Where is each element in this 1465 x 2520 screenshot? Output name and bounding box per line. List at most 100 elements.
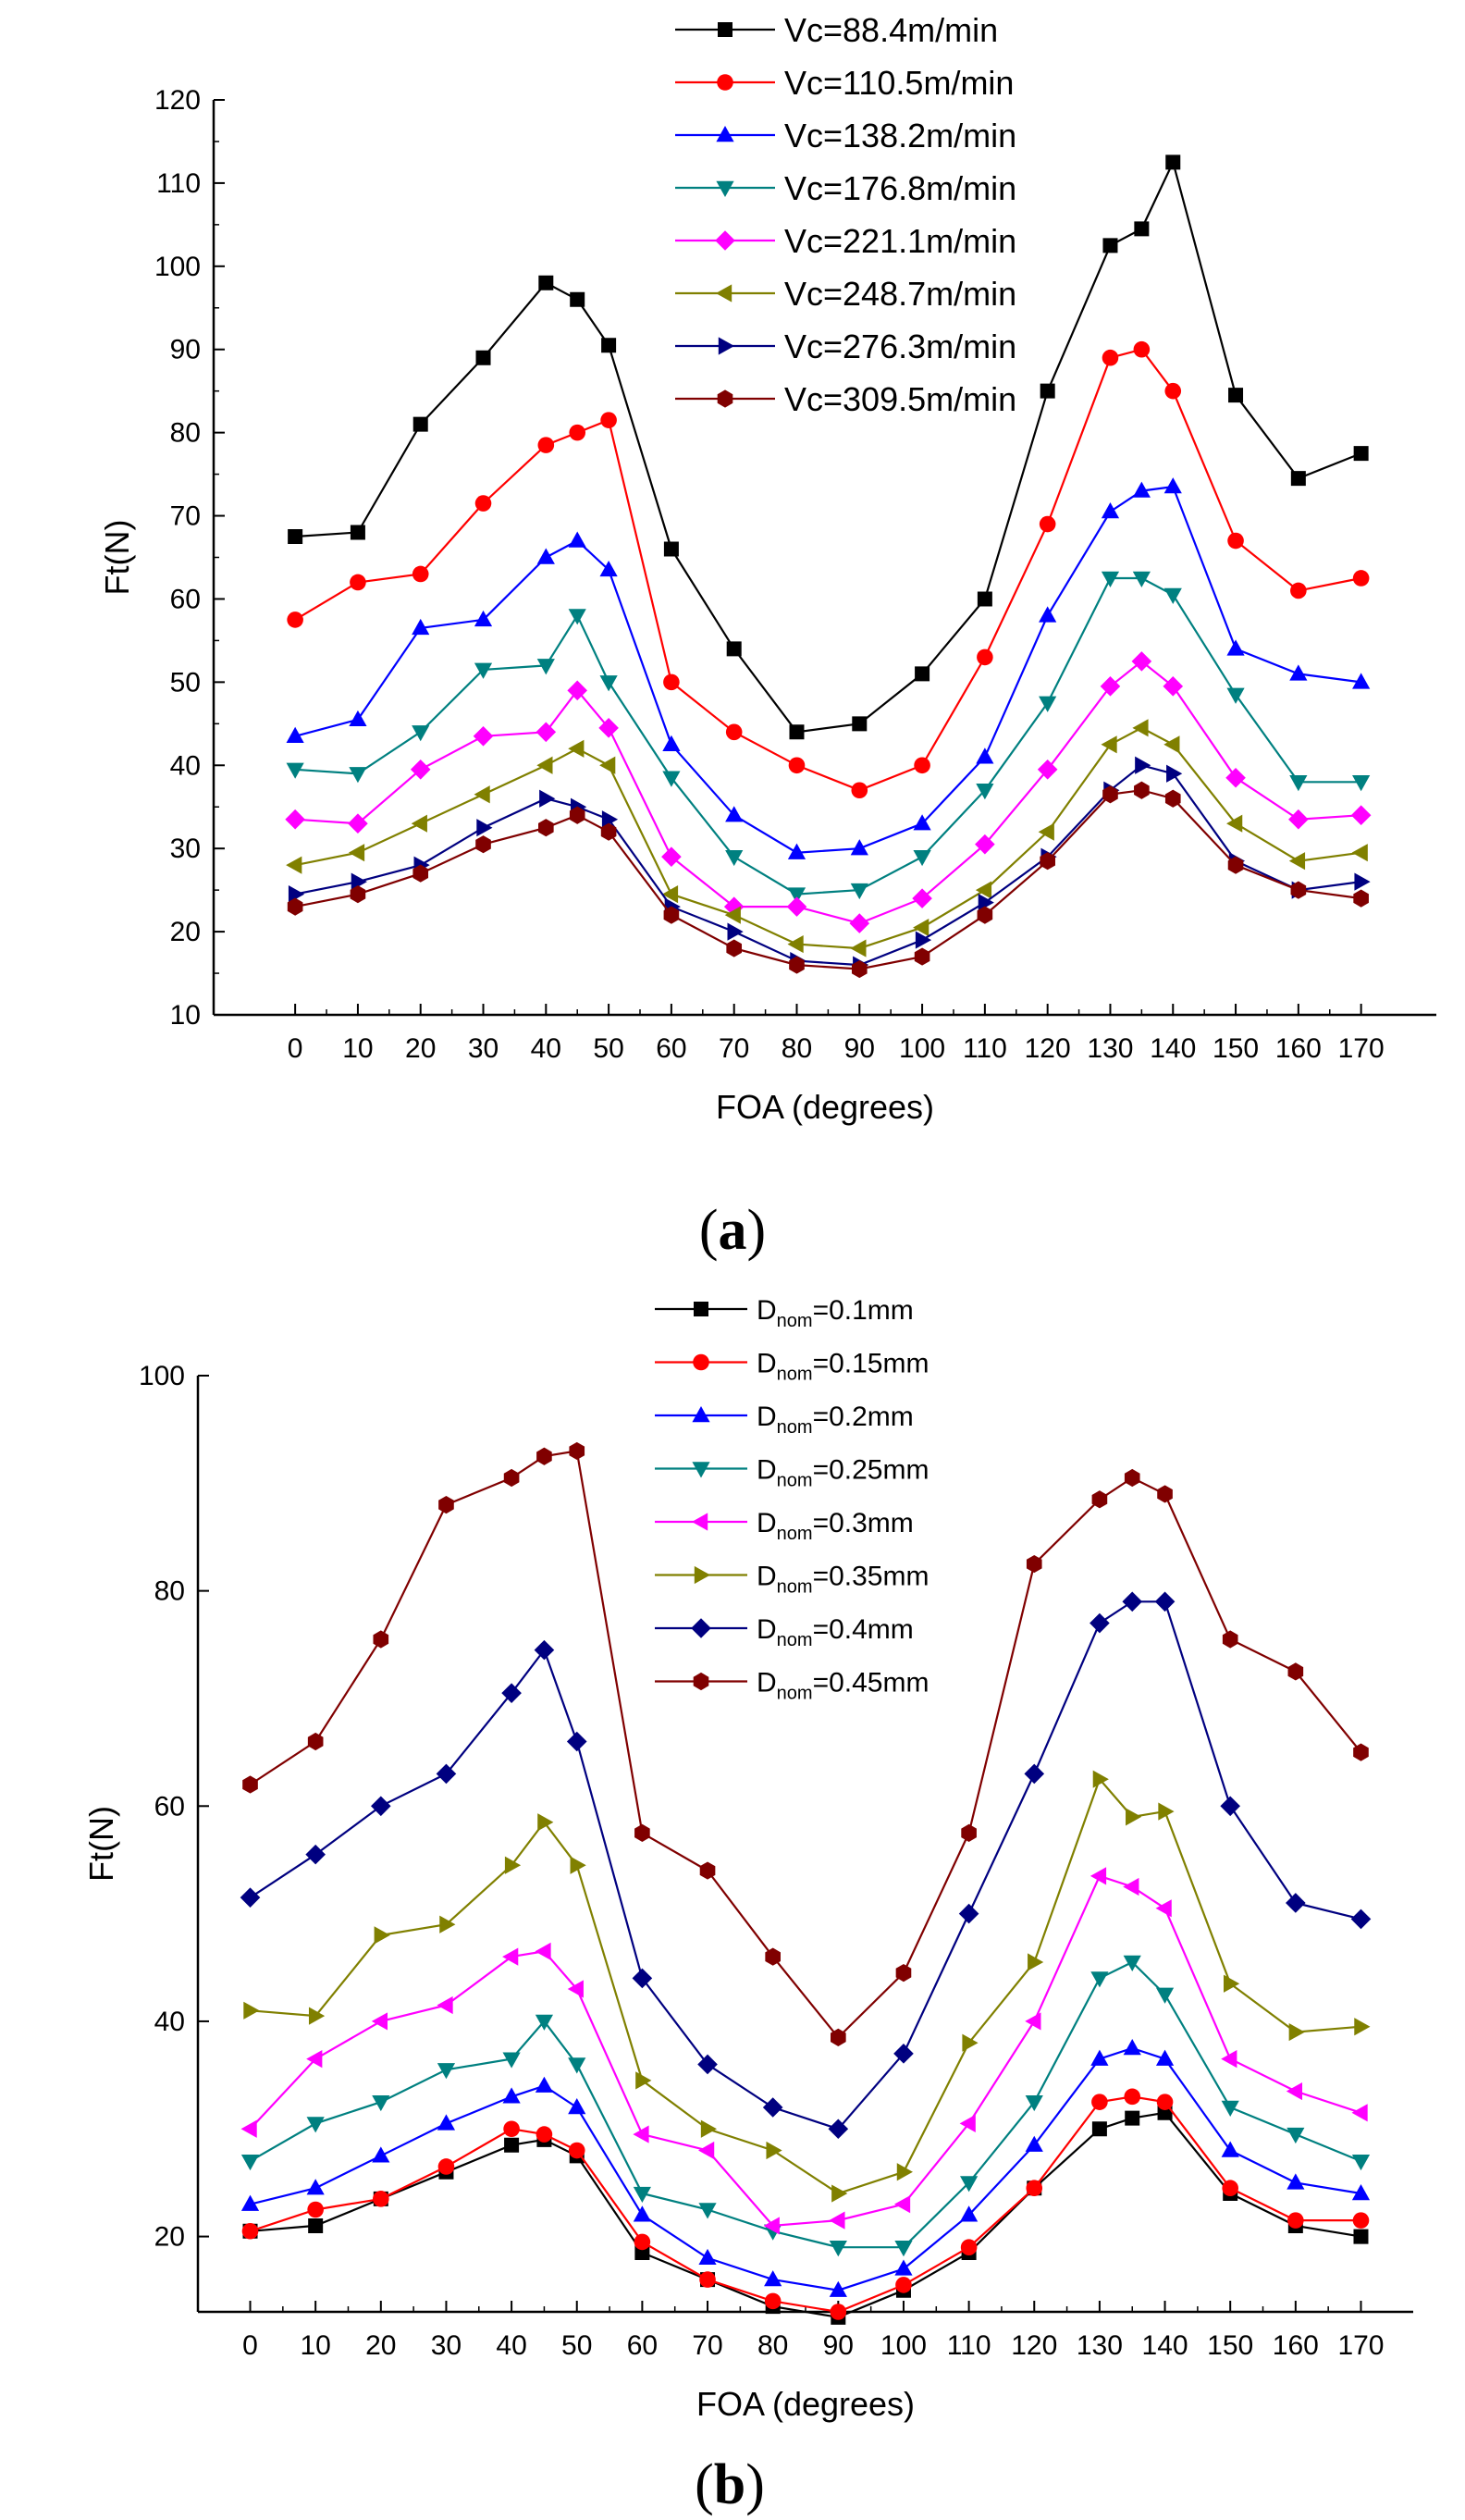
legend-label: Vc=248.7m/min: [784, 275, 1016, 313]
data-point: [1288, 852, 1306, 871]
data-point: [851, 959, 868, 979]
x-tick-label: 20: [365, 2330, 396, 2361]
series-line: [250, 2046, 1361, 2291]
data-point: [501, 1683, 522, 1703]
data-point: [1353, 2229, 1369, 2244]
x-tick-label: 100: [880, 2330, 927, 2361]
series-4: [285, 651, 1372, 933]
data-point: [539, 789, 556, 808]
y-tick-label: 80: [154, 1576, 185, 1607]
data-point: [1025, 2012, 1041, 2031]
series-line: [294, 348, 1361, 792]
data-point: [1352, 775, 1371, 792]
legend-marker: [716, 284, 732, 303]
data-point: [1028, 1953, 1044, 1971]
legend-item: Dnom=0.15mm: [655, 1349, 929, 1385]
data-point: [1221, 2141, 1239, 2157]
legend-item: Vc=138.2m/min: [675, 117, 1016, 154]
x-tick-label: 50: [593, 1033, 623, 1064]
data-point: [437, 2158, 455, 2175]
data-point: [913, 849, 931, 867]
data-point: [1090, 1971, 1109, 1988]
data-point: [412, 864, 429, 883]
series-0: [288, 154, 1369, 740]
data-point: [961, 1823, 977, 1842]
data-point: [1164, 789, 1181, 808]
data-point: [437, 2063, 456, 2080]
data-point: [1226, 814, 1243, 833]
data-point: [1163, 735, 1180, 754]
data-point: [1132, 719, 1149, 737]
data-point: [1123, 1955, 1141, 1971]
data-point: [1226, 639, 1245, 656]
data-point: [1286, 2173, 1305, 2190]
data-point: [308, 2007, 326, 2025]
x-tick-label: 0: [288, 1033, 303, 1064]
data-point: [1026, 1554, 1042, 1574]
data-point: [1286, 1893, 1306, 1913]
data-point: [850, 883, 868, 900]
data-point: [412, 565, 429, 583]
data-point: [1090, 2049, 1109, 2066]
legend-item: Vc=276.3m/min: [675, 327, 1016, 365]
data-point: [306, 2179, 325, 2195]
data-point: [476, 819, 493, 837]
legend-item: Dnom=0.35mm: [655, 1562, 929, 1598]
series-line: [294, 485, 1361, 854]
data-point: [568, 739, 585, 758]
data-point: [411, 814, 427, 833]
x-tick-label: 60: [656, 1033, 686, 1064]
data-point: [893, 2044, 914, 2064]
data-point: [412, 416, 428, 432]
legend-item: Vc=176.8m/min: [675, 169, 1016, 207]
legend-item: Vc=88.4m/min: [675, 11, 998, 49]
data-point: [474, 662, 493, 679]
chart-panel-b: 20 40 60 80 100 0 10 20 30 40 50 60 70 80 90 100 110 120 1…: [82, 1295, 1413, 2516]
data-point: [1351, 2184, 1371, 2201]
data-point: [348, 844, 365, 862]
data-point: [373, 2191, 389, 2207]
legend-label: Vc=176.8m/min: [784, 169, 1016, 207]
y-tick-label: 40: [170, 750, 201, 781]
data-point: [348, 813, 368, 834]
data-point: [1100, 676, 1121, 697]
data-point: [913, 814, 931, 831]
legend-label: Dnom=0.35mm: [757, 1562, 929, 1598]
data-point: [305, 1844, 326, 1865]
data-point: [725, 849, 744, 867]
data-point: [1353, 1743, 1369, 1761]
data-point: [789, 956, 805, 974]
y-tick-label: 40: [154, 2007, 185, 2037]
data-point: [1125, 2110, 1140, 2126]
series-5: [243, 1770, 1371, 2203]
data-point: [850, 839, 868, 856]
legend-label: Vc=88.4m/min: [784, 11, 998, 49]
data-point: [1228, 388, 1244, 403]
data-point: [698, 2141, 715, 2160]
data-point: [831, 2184, 848, 2203]
legend-label: Vc=110.5m/min: [784, 64, 1014, 102]
data-point: [1132, 481, 1151, 498]
data-point: [976, 747, 994, 764]
legend-label: Dnom=0.1mm: [757, 1295, 914, 1331]
data-point: [1155, 2049, 1175, 2066]
data-point: [437, 2114, 456, 2131]
data-point: [502, 2087, 521, 2104]
legend-item: Dnom=0.1mm: [655, 1295, 914, 1331]
data-point: [726, 641, 742, 657]
data-point: [240, 1887, 261, 1908]
data-point: [1132, 571, 1151, 587]
x-tick-label: 120: [1025, 1033, 1071, 1064]
data-point: [504, 2137, 520, 2153]
series-2: [240, 2039, 1371, 2297]
legend-label: Dnom=0.15mm: [757, 1349, 929, 1385]
data-point: [535, 2076, 554, 2093]
y-tick-label: 10: [170, 1000, 201, 1031]
data-point: [831, 2028, 846, 2046]
data-point: [534, 1639, 555, 1661]
data-point: [977, 906, 993, 924]
data-point: [1163, 676, 1184, 697]
data-point: [286, 856, 302, 874]
data-point: [599, 675, 618, 692]
data-point: [829, 2280, 847, 2297]
